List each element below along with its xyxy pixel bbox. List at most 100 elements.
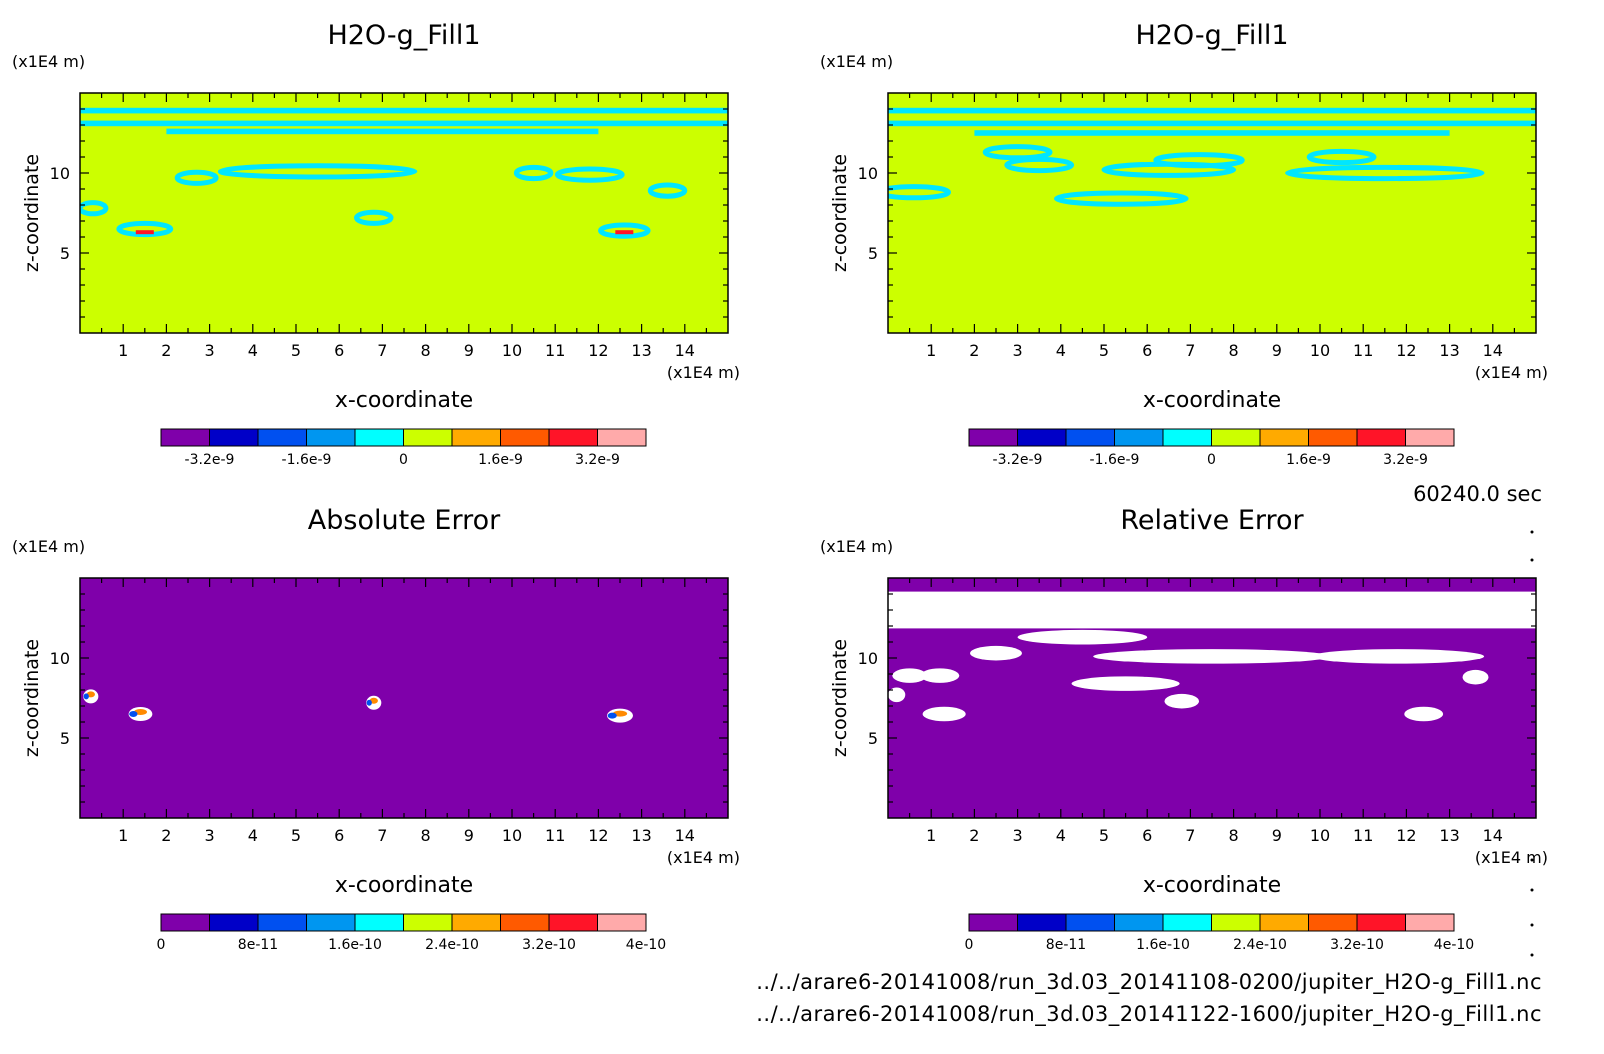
contour-cell — [174, 169, 219, 186]
x-tick-label: 2 — [161, 826, 171, 845]
colorbar-swatch — [1356, 428, 1406, 447]
colorbar-tick-label: 2.4e-10 — [1233, 937, 1287, 953]
colorbar-swatch — [354, 428, 404, 447]
colorbar-swatch — [1211, 913, 1261, 932]
colorbar-tick-label: -3.2e-9 — [185, 452, 235, 468]
missing-region — [1404, 706, 1444, 722]
contour-cell — [217, 163, 418, 180]
x-tick-label: 8 — [421, 826, 431, 845]
chart-panel-1: H2O-g_Fill1(x1E4 m)1 2 3 4 5 6 7 8 9 10 11 12 13 1451… — [12, 20, 740, 468]
x-tick-label: 4 — [1056, 341, 1066, 360]
x-tick-label: 9 — [464, 341, 474, 360]
artifact-dot — [1530, 558, 1534, 562]
feature-band — [888, 591, 1536, 629]
colorbar-swatch — [257, 428, 307, 447]
colorbar-swatch — [597, 913, 647, 932]
x-tick-label: 5 — [291, 341, 301, 360]
x-tick-label: 9 — [1272, 341, 1282, 360]
x-tick-label: 10 — [502, 341, 522, 360]
colorbar-swatch — [1114, 428, 1164, 447]
x-tick-label: 7 — [1185, 341, 1195, 360]
x-tick-label: 6 — [1142, 826, 1152, 845]
colorbar-swatch — [403, 913, 453, 932]
colorbar-swatch — [257, 913, 307, 932]
y-tick-label: 5 — [868, 729, 878, 748]
x-tick-label: 3 — [205, 341, 215, 360]
contour-cell — [554, 166, 625, 183]
field-features — [888, 107, 1536, 207]
chart-title: Relative Error — [1120, 505, 1304, 536]
x-tick-label: 4 — [248, 341, 258, 360]
field-features — [80, 107, 728, 239]
colorbar-swatch — [1259, 913, 1309, 932]
colorbar-swatch — [451, 913, 501, 932]
colorbar-swatch — [1065, 428, 1115, 447]
contour-cell — [982, 144, 1053, 161]
x-tick-label: 1 — [118, 826, 128, 845]
colorbar-tick-label: -1.6e-9 — [282, 452, 332, 468]
colorbar-tick-label: 3.2e-9 — [575, 452, 620, 468]
x-axis-label: x-coordinate — [335, 873, 473, 898]
colorbar-swatch — [597, 428, 647, 447]
artifact-dot — [1530, 953, 1534, 957]
field-features — [83, 689, 633, 723]
x-tick-label: 6 — [1142, 341, 1152, 360]
x-tick-label: 14 — [1483, 826, 1503, 845]
colorbar-swatch — [209, 913, 259, 932]
colorbar-swatch — [1356, 913, 1406, 932]
feature-band — [888, 120, 1536, 127]
colorbar-swatch — [548, 913, 598, 932]
colorbar-swatch — [1162, 913, 1212, 932]
colorbar-swatch — [1308, 913, 1358, 932]
colorbar-tick-label: 1.6e-9 — [478, 452, 523, 468]
x-tick-label: 11 — [545, 826, 565, 845]
x-tick-label: 11 — [545, 341, 565, 360]
x-tick-label: 7 — [1185, 826, 1195, 845]
x-tick-label: 3 — [205, 826, 215, 845]
chart-panel-3: Absolute Error(x1E4 m)1 2 3 4 5 6 7 8 9 10 11 12 13 1… — [12, 505, 740, 953]
chart-panel-4: Relative Error(x1E4 m)1 2 3 4 5 6 7 8 9 10 11 12 13 1… — [820, 505, 1548, 953]
contour-cell — [888, 184, 951, 201]
colorbar-tick-label: 2.4e-10 — [425, 937, 479, 953]
colorbar-swatch — [1259, 428, 1309, 447]
colorbar-swatch — [451, 428, 501, 447]
colorbar-tick-label: -1.6e-9 — [1090, 452, 1140, 468]
x-tick-label: 8 — [1229, 341, 1239, 360]
missing-region — [1462, 669, 1489, 685]
z-unit-label: (x1E4 m) — [820, 537, 893, 556]
x-tick-label: 12 — [1396, 341, 1416, 360]
missing-region — [920, 668, 960, 683]
missing-region — [922, 706, 966, 722]
x-tick-label: 9 — [464, 826, 474, 845]
y-axis-label: z-coordinate — [829, 154, 851, 272]
x-unit-label: (x1E4 m) — [667, 363, 740, 382]
x-tick-label: 1 — [118, 341, 128, 360]
contour-cell — [1053, 190, 1189, 207]
contour-cell — [1285, 164, 1485, 182]
chart-panel-2: H2O-g_Fill1(x1E4 m)1 2 3 4 5 6 7 8 9 10 11 12 13 1451… — [820, 20, 1548, 468]
x-tick-label: 1 — [926, 826, 936, 845]
y-tick-label: 5 — [60, 729, 70, 748]
y-tick-label: 10 — [858, 649, 878, 668]
plot-area — [80, 578, 728, 818]
x-tick-label: 3 — [1013, 826, 1023, 845]
x-tick-label: 14 — [675, 826, 695, 845]
x-tick-label: 12 — [588, 341, 608, 360]
y-tick-label: 10 — [50, 649, 70, 668]
y-axis-label: z-coordinate — [21, 154, 43, 272]
x-unit-label: (x1E4 m) — [1475, 363, 1548, 382]
z-unit-label: (x1E4 m) — [820, 52, 893, 71]
x-tick-label: 13 — [631, 341, 651, 360]
x-axis-label: x-coordinate — [335, 388, 473, 413]
error-spot-edge — [366, 699, 372, 706]
y-tick-label: 10 — [858, 164, 878, 183]
z-unit-label: (x1E4 m) — [12, 537, 85, 556]
artifact-dot — [1530, 530, 1534, 534]
colorbar-swatch — [403, 428, 453, 447]
colorbar-tick-label: 0 — [965, 937, 974, 953]
x-tick-label: 5 — [1099, 826, 1109, 845]
colorbar-swatch — [1065, 913, 1115, 932]
missing-region — [1017, 629, 1148, 645]
x-unit-label: (x1E4 m) — [667, 848, 740, 867]
